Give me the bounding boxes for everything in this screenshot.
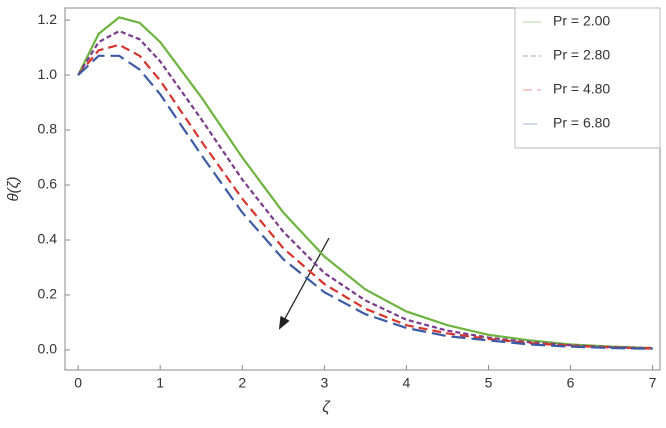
legend-box <box>514 7 661 149</box>
series-line <box>77 16 653 350</box>
y-tick-label: 1.2 <box>38 11 58 27</box>
y-tick-label: 0.6 <box>38 176 58 192</box>
x-tick-label: 2 <box>238 375 246 391</box>
y-tick-label: 0.8 <box>38 121 58 137</box>
x-tick-label: 5 <box>485 375 493 391</box>
legend-label: Pr = 6.80 <box>553 115 610 131</box>
legend-label: Pr = 2.80 <box>553 47 610 63</box>
plot-frame <box>64 7 661 371</box>
y-axis-label: θ(ζ) <box>5 176 22 201</box>
x-axis-label: ζ <box>322 399 331 416</box>
y-tick-label: 1.0 <box>38 66 58 82</box>
x-tick-label: 1 <box>156 375 164 391</box>
series-line <box>77 43 653 350</box>
y-tick-label: 0.4 <box>38 231 58 247</box>
y-tick-label: 0.0 <box>38 341 58 357</box>
legend-label: Pr = 4.80 <box>553 81 610 97</box>
x-tick-label: 0 <box>74 375 82 391</box>
y-tick-label: 0.2 <box>38 286 58 302</box>
series-line <box>77 54 653 350</box>
x-tick-label: 6 <box>567 375 575 391</box>
legend-label: Pr = 2.00 <box>553 13 610 29</box>
x-tick-label: 4 <box>403 375 411 391</box>
x-tick-label: 7 <box>649 375 657 391</box>
series-line <box>77 29 653 350</box>
x-tick-label: 3 <box>320 375 328 391</box>
